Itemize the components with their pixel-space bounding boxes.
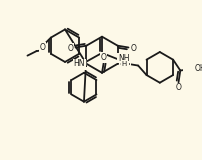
Text: OH: OH (193, 64, 202, 73)
Text: O: O (100, 53, 106, 62)
Text: O: O (175, 83, 181, 92)
Text: H: H (120, 61, 126, 67)
Text: HN: HN (73, 59, 85, 68)
Text: O: O (40, 43, 45, 52)
Text: N: N (80, 60, 86, 69)
Text: NH: NH (117, 54, 129, 63)
Text: O: O (67, 44, 73, 53)
Text: NH: NH (119, 58, 130, 67)
Text: O: O (130, 44, 136, 53)
